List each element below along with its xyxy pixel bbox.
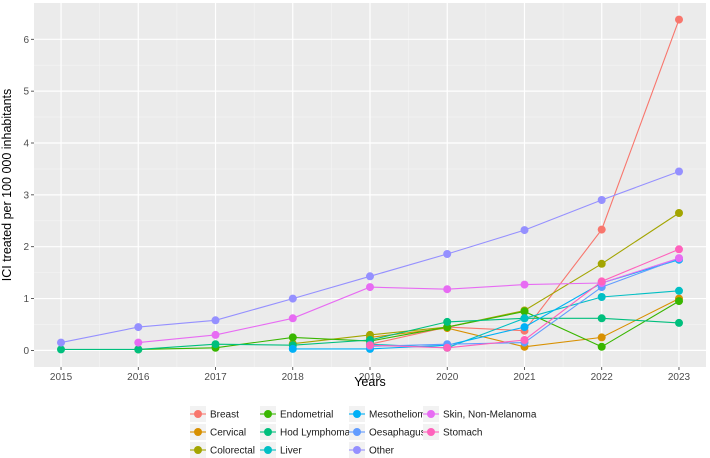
- x-axis-ticks: 2015 2016 2017 2018 2019 2020 2021 2022 2023: [50, 367, 691, 383]
- legend-item-cervical: Cervical: [190, 424, 246, 440]
- data-point-other: [211, 316, 220, 325]
- data-point-colorectal: [597, 259, 606, 268]
- data-point-cervical: [597, 333, 606, 342]
- data-point-hod-lymphoma: [134, 345, 143, 354]
- legend-label: Cervical: [210, 428, 246, 439]
- y-axis-ticks: 0 1 2 3 4 5 6: [23, 35, 34, 357]
- x-tick-label: 2023: [668, 372, 691, 383]
- y-tick-label: 2: [23, 242, 29, 253]
- x-tick-label: 2015: [50, 372, 73, 383]
- data-point-stomach: [520, 336, 529, 344]
- data-point-hod-lymphoma: [211, 340, 220, 349]
- data-point-endometrial: [520, 307, 529, 316]
- data-point-stomach: [366, 341, 374, 350]
- x-tick-label: 2020: [436, 372, 459, 383]
- data-point-breast: [675, 15, 683, 24]
- y-tick-label: 4: [23, 139, 29, 150]
- data-point-skin-non-melanoma: [288, 314, 297, 323]
- legend-item-other: Other: [349, 442, 395, 458]
- data-point-other: [366, 272, 374, 281]
- legend-label: Breast: [210, 410, 239, 421]
- legend-label: Other: [369, 446, 395, 457]
- data-point-liver: [520, 314, 529, 323]
- data-point-other: [443, 250, 452, 258]
- data-point-hod-lymphoma: [57, 345, 65, 354]
- data-point-endometrial: [675, 297, 683, 306]
- legend-key-marker: [353, 446, 361, 454]
- legend-key-marker: [264, 446, 272, 454]
- legend-label: Hod Lymphoma: [280, 428, 351, 439]
- data-point-other: [520, 226, 529, 235]
- legend-key-marker: [194, 446, 202, 454]
- legend-key-marker: [427, 428, 435, 436]
- x-tick-label: 2019: [359, 372, 382, 383]
- x-axis-title: Years: [354, 375, 386, 389]
- series-line-skin-non-melanoma: [138, 257, 680, 344]
- legend-item-mesothelioma: Mesothelioma: [349, 406, 432, 422]
- data-point-liver: [675, 286, 683, 295]
- x-tick-label: 2016: [127, 372, 150, 383]
- y-tick-label: 3: [23, 190, 29, 201]
- legend-item-oesaphagus: Oesaphagus: [349, 424, 426, 440]
- legend-label: Endometrial: [280, 410, 333, 421]
- y-tick-label: 1: [23, 294, 29, 305]
- legend-label: Oesaphagus: [369, 428, 426, 439]
- legend-label: Colorectal: [210, 446, 255, 457]
- y-axis-title: ICI treated per 100 000 inhabitants: [0, 89, 14, 282]
- legend-label: Liver: [280, 446, 302, 457]
- legend-item-hod-lymphoma: Hod Lymphoma: [260, 424, 351, 440]
- x-tick-label: 2017: [204, 372, 227, 383]
- legend-item-liver: Liver: [260, 442, 302, 458]
- data-point-hod-lymphoma: [443, 317, 452, 326]
- data-point-other: [57, 338, 65, 347]
- data-point-breast: [597, 225, 606, 234]
- x-tick-label: 2018: [282, 372, 305, 383]
- x-tick-label: 2022: [591, 372, 614, 383]
- data-point-endometrial: [597, 342, 606, 351]
- data-point-stomach: [675, 245, 683, 254]
- legend-key-marker: [264, 410, 272, 418]
- data-point-skin-non-melanoma: [520, 280, 529, 289]
- legend-key-marker: [194, 410, 202, 418]
- legend: Breast Cervical Colorectal Endometrial Hod L…: [190, 406, 537, 458]
- data-point-skin-non-melanoma: [675, 254, 683, 263]
- legend-item-breast: Breast: [190, 406, 239, 422]
- data-point-hod-lymphoma: [675, 318, 683, 327]
- data-point-endometrial: [288, 333, 297, 342]
- legend-key-marker: [353, 428, 361, 436]
- data-point-mesothelioma: [288, 344, 297, 353]
- data-point-skin-non-melanoma: [211, 330, 220, 339]
- data-point-skin-non-melanoma: [366, 283, 374, 292]
- data-point-skin-non-melanoma: [134, 338, 143, 347]
- data-point-other: [675, 167, 683, 176]
- legend-item-endometrial: Endometrial: [260, 406, 333, 422]
- series-line-endometrial: [138, 300, 680, 350]
- data-point-hod-lymphoma: [597, 314, 606, 323]
- legend-label: Skin, Non-Melanoma: [443, 410, 537, 421]
- y-tick-label: 5: [23, 87, 29, 98]
- data-point-stomach: [597, 277, 606, 286]
- data-point-other: [288, 294, 297, 303]
- y-tick-label: 0: [23, 346, 29, 357]
- legend-key-marker: [427, 410, 435, 418]
- data-point-liver: [597, 293, 606, 301]
- data-point-colorectal: [675, 209, 683, 217]
- legend-item-colorectal: Colorectal: [190, 442, 255, 458]
- legend-label: Stomach: [443, 428, 482, 439]
- data-point-other: [597, 196, 606, 204]
- legend-key-marker: [264, 428, 272, 436]
- legend-label: Mesothelioma: [369, 410, 432, 421]
- legend-key-marker: [194, 428, 202, 436]
- data-point-mesothelioma: [520, 323, 529, 332]
- legend-key-marker: [353, 410, 361, 418]
- data-point-skin-non-melanoma: [443, 285, 452, 294]
- series-points: [57, 15, 683, 354]
- x-tick-label: 2021: [513, 372, 536, 383]
- data-point-stomach: [443, 343, 452, 352]
- legend-item-skin-non-melanoma: Skin, Non-Melanoma: [423, 406, 537, 422]
- legend-item-stomach: Stomach: [423, 424, 482, 440]
- data-point-other: [134, 323, 143, 332]
- y-tick-label: 6: [23, 35, 29, 46]
